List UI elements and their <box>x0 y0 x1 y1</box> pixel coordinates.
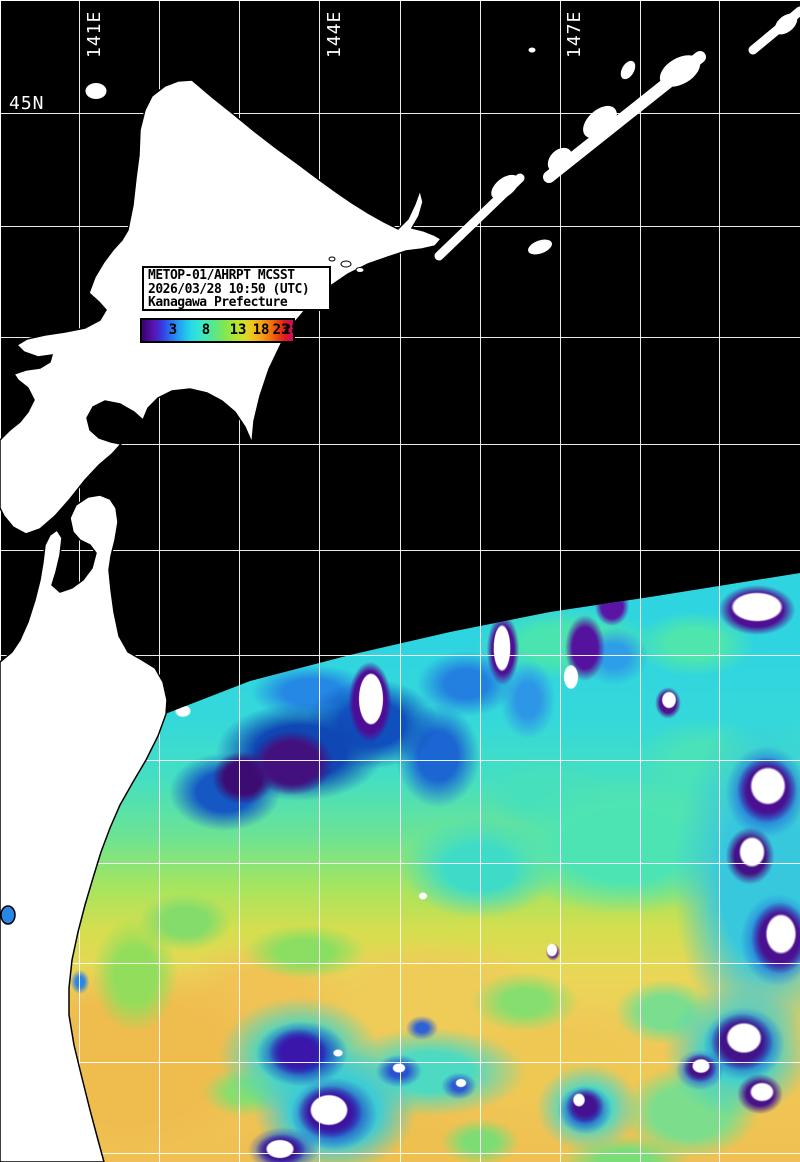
info-box-sensor-line: METOP-01/AHRPT MCSST <box>148 268 295 283</box>
habomai-islet-3 <box>328 256 336 262</box>
kuril-islands <box>328 6 800 273</box>
grid-line-meridian <box>719 0 720 1162</box>
grid-line-parallel <box>0 655 800 656</box>
grid-line-meridian <box>239 0 240 1162</box>
grid-line-meridian <box>560 0 561 1162</box>
grid-line-parallel <box>0 963 800 964</box>
latitude-label-45n: 45N <box>9 93 45 114</box>
grid-line-parallel <box>0 337 800 338</box>
iturup-bulge-sw <box>547 147 573 173</box>
grid-line-parallel <box>0 863 800 864</box>
honshu-landmass <box>0 494 168 1162</box>
longitude-label-144e: 144E <box>324 10 345 58</box>
grid-line-parallel <box>0 550 800 551</box>
temperature-colorbar: 3 8 13 18 23 28 <box>140 318 299 343</box>
grid-line-parallel <box>0 760 800 761</box>
longitude-label-147e: 147E <box>564 10 585 58</box>
colorbar-tick: 28 <box>282 322 300 338</box>
small-islet <box>527 46 537 54</box>
iturup-bulge-mid <box>583 105 617 139</box>
grid-line-meridian <box>79 0 80 1162</box>
grid-line-meridian <box>159 0 160 1162</box>
grid-line-parallel <box>0 444 800 445</box>
lake-towada <box>0 905 16 925</box>
grid-line-parallel <box>0 1153 800 1154</box>
info-box-datetime-line: 2026/03/28 10:50 (UTC) <box>148 281 310 297</box>
iturup-spur <box>620 60 636 80</box>
grid-line-meridian <box>640 0 641 1162</box>
grid-line-meridian <box>319 0 320 1162</box>
colorbar-tick: 13 <box>229 322 247 338</box>
longitude-label-141e: 141E <box>84 10 105 58</box>
colorbar-tick: 3 <box>168 322 178 338</box>
grid-line-meridian <box>480 0 481 1162</box>
habomai-islet-2 <box>355 267 365 273</box>
colorbar-tick: 18 <box>252 322 270 338</box>
grid-line-meridian <box>400 0 401 1162</box>
info-box-region-line: Kanagawa Prefecture <box>148 295 288 310</box>
urup-bulge <box>774 13 798 35</box>
habomai-islet-1 <box>340 260 352 268</box>
grid-line-parallel <box>0 113 800 114</box>
info-box: METOP-01/AHRPT MCSST 2026/03/28 10:50 (U… <box>142 266 331 311</box>
colorbar-tick: 8 <box>201 322 211 338</box>
grid-line-parallel <box>0 1062 800 1063</box>
iturup-head-ne <box>659 55 701 87</box>
kunashiri-head <box>491 174 519 200</box>
shikotan-island <box>527 238 553 256</box>
rishiri-island <box>84 82 108 100</box>
colorbar-tick: 23 <box>272 322 290 338</box>
